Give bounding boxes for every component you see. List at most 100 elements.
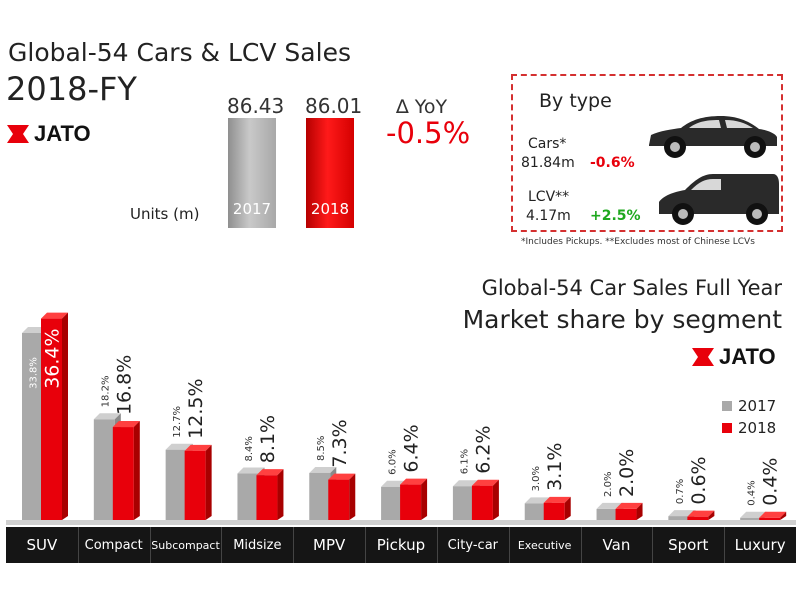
bar-2017-luxury-top	[740, 511, 768, 518]
bar-2018-sport	[687, 516, 709, 520]
bar-2018-luxury-top	[759, 511, 787, 518]
category-divider	[221, 527, 223, 563]
bar-2018-executive-side	[564, 496, 571, 520]
units-label: Units (m)	[130, 205, 200, 223]
bar-2018-compact-top	[112, 421, 140, 428]
total-2018-label: 2018	[310, 200, 350, 218]
category-label-suv: SUV	[26, 536, 58, 554]
bar-2017-van	[596, 508, 618, 520]
category-divider	[293, 527, 295, 563]
segment-bar-chart: 33.8% 36.4% 18.2% 16.8% 12.7% 12.5% 8.4% 8.1% 8.…	[6, 312, 796, 525]
legend-label-2017: 2017	[738, 397, 777, 415]
cars-value: 81.84m	[521, 155, 575, 171]
bar-2018-compact-side	[133, 421, 140, 520]
bar-2017-compact	[93, 419, 115, 520]
bar-2017-subcompact-top	[165, 443, 193, 450]
label-2018-subcompact: 12.5%	[185, 378, 207, 438]
bar-2017-compact-top	[93, 413, 121, 420]
total-2018-value: 86.01	[305, 94, 363, 118]
bar-2017-mpv-top	[309, 466, 337, 473]
bar-2018-pickup	[400, 484, 422, 520]
bar-2018-sport-top	[687, 510, 715, 517]
total-2017-label: 2017	[232, 200, 272, 218]
lcv-name: LCV**	[528, 189, 570, 205]
category-label-midsize: Midsize	[233, 537, 282, 553]
lcv-change: +2.5%	[590, 208, 641, 224]
bar-2018-executive	[543, 502, 565, 520]
bar-2018-suv	[41, 318, 62, 520]
label-2017-compact: 18.2%	[100, 376, 111, 408]
label-2017-sport: 0.7%	[675, 479, 686, 504]
bar-2017-mpv	[309, 472, 331, 520]
bar-2017-luxury	[740, 517, 762, 520]
category-divider	[365, 527, 367, 563]
label-2017-mpv: 8.5%	[316, 436, 327, 461]
sedan-car-icon	[645, 112, 780, 164]
bar-2018-suv-side	[62, 312, 68, 520]
bar-2018-van-side	[636, 502, 643, 520]
label-2018-executive: 3.1%	[544, 443, 566, 491]
category-divider	[77, 527, 79, 563]
page-subtitle: 2018-FY	[6, 70, 137, 108]
bar-2018-midsize-top	[256, 469, 284, 476]
label-2017-midsize: 8.4%	[244, 436, 255, 461]
label-2018-luxury: 0.4%	[760, 458, 782, 506]
category-label-van: Van	[602, 536, 631, 554]
bar-2017-midsize	[237, 473, 259, 520]
label-2017-van: 2.0%	[603, 472, 614, 497]
category-divider	[652, 527, 654, 563]
bar-2018-midsize-side	[277, 469, 284, 520]
yoy-value: -0.5%	[386, 116, 471, 150]
bar-2018-luxury	[759, 517, 781, 520]
label-2018-van: 2.0%	[616, 449, 638, 497]
category-label-subcompact: Subcompact	[151, 538, 220, 552]
bar-2018-mpv-side	[349, 473, 356, 520]
bar-2018-subcompact	[184, 450, 206, 520]
label-2018-sport: 0.6%	[688, 456, 710, 504]
label-2018-pickup: 6.4%	[401, 424, 423, 472]
bar-2017-city-car	[452, 486, 474, 520]
bar-2018-subcompact-top	[184, 444, 212, 451]
bar-2018-compact	[112, 427, 134, 520]
brand-logo: JATO	[7, 121, 91, 147]
category-axis: SUV Compact Subcompact Midsize MPV Pickup City…	[6, 527, 796, 563]
segment-brand-logo: JATO	[692, 344, 776, 370]
label-2017-executive: 3.0%	[531, 466, 542, 491]
bar-2018-midsize	[256, 475, 278, 520]
legend-2017: 2017	[722, 397, 776, 415]
bar-2017-pickup	[381, 486, 403, 520]
label-2018-suv: 36.4%	[42, 328, 64, 388]
legend-swatch-2018	[722, 423, 732, 433]
bar-2017-van-top	[596, 502, 624, 509]
bar-2018-city-car-side	[492, 479, 499, 520]
cars-change: -0.6%	[590, 155, 635, 171]
category-label-city-car: City-car	[447, 537, 499, 553]
category-label-sport: Sport	[668, 536, 709, 554]
bar-2017-suv	[22, 333, 43, 520]
lcv-value: 4.17m	[526, 208, 571, 224]
label-2017-city-car: 6.1%	[459, 449, 470, 474]
bar-2017-midsize-top	[237, 467, 265, 474]
bar-2017-executive	[524, 503, 546, 520]
total-2017-column: 2017	[228, 118, 276, 228]
bar-2018-pickup-top	[400, 478, 428, 485]
bar-2018-city-car-top	[471, 479, 499, 486]
legend-label-2018: 2018	[738, 419, 777, 437]
bar-2018-van-top	[615, 502, 643, 509]
label-2018-city-car: 6.2%	[472, 425, 494, 473]
yoy-label: ∆ YoY	[396, 96, 448, 118]
label-2018-midsize: 8.1%	[257, 415, 279, 463]
category-divider	[436, 527, 438, 563]
category-divider	[149, 527, 151, 563]
total-2018-column: 2018	[306, 118, 354, 228]
van-icon	[655, 170, 781, 230]
jato-flag-icon	[692, 347, 716, 367]
bar-2018-van	[615, 508, 637, 520]
category-label-luxury: Luxury	[734, 536, 786, 554]
bar-2018-mpv-top	[328, 473, 356, 480]
cars-name: Cars*	[528, 136, 567, 152]
by-type-title: By type	[539, 90, 612, 112]
brand-name: JATO	[34, 121, 91, 146]
label-2017-luxury: 0.4%	[747, 480, 758, 505]
label-2018-mpv: 7.3%	[329, 419, 351, 467]
